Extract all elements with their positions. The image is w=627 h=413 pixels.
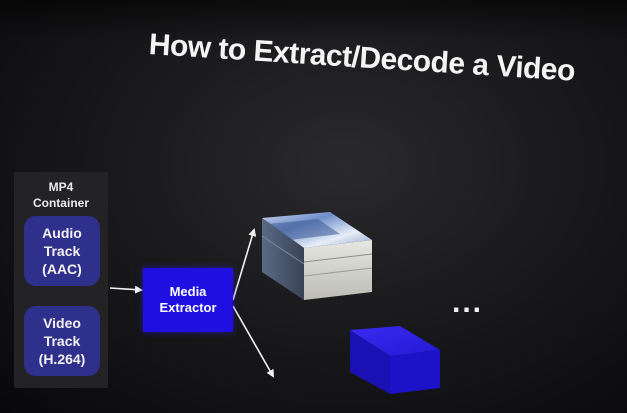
arrow-extractor-down <box>232 305 274 378</box>
audio-track-box: Audio Track (AAC) <box>24 216 100 286</box>
continuation-ellipsis: ... <box>452 286 484 319</box>
arrow-extractor-to-frames <box>232 228 257 301</box>
arrow-container-to-extractor <box>109 285 143 294</box>
mp4-container-box: MP4 Container Audio Track (AAC) Video Tr… <box>14 172 108 388</box>
decoded-frames-stack <box>261 212 373 300</box>
video-track-box: Video Track (H.264) <box>24 306 100 376</box>
media-extractor-box: Media Extractor <box>143 268 233 332</box>
container-label: MP4 Container <box>32 180 89 210</box>
slide-shadow <box>0 0 627 40</box>
blue-cube <box>350 326 440 394</box>
